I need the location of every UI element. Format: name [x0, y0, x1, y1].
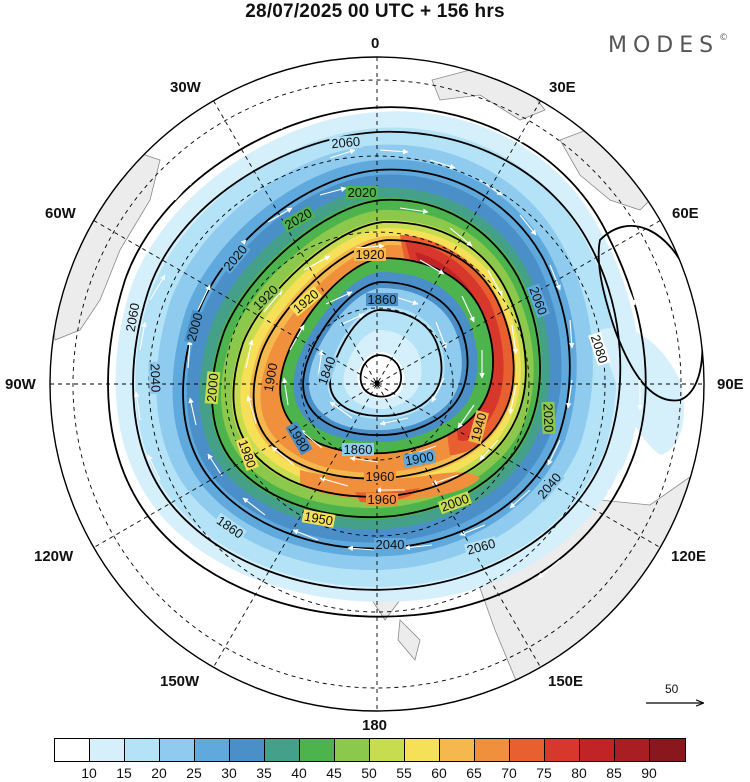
lon-label-60w: 60W — [45, 205, 76, 222]
colorbar-cell — [265, 739, 300, 761]
contour-label: 2000 — [204, 373, 221, 403]
lon-label-60e: 60E — [672, 205, 699, 222]
colorbar-label: 85 — [606, 765, 622, 781]
colorbar-label: 50 — [361, 765, 377, 781]
colorbar-label: 25 — [186, 765, 202, 781]
contour-label: 1900 — [261, 362, 281, 393]
colorbar-label: 40 — [291, 765, 307, 781]
map-title: 28/07/2025 00 UTC + 156 hrs — [245, 1, 505, 22]
lon-label-30w: 30W — [170, 79, 201, 96]
contour-label: 1950 — [303, 509, 334, 529]
lon-label-120w: 120W — [34, 548, 74, 565]
contour-label: 1960 — [368, 492, 397, 507]
colorbar-cell — [195, 739, 230, 761]
colorbar-cell — [405, 739, 440, 761]
colorbar-label: 55 — [396, 765, 412, 781]
lon-label-150w: 150W — [160, 673, 200, 690]
contour-label: 1960 — [366, 469, 395, 484]
contour-label: 1900 — [404, 449, 435, 469]
brand-logo: MODES© — [608, 33, 728, 58]
colorbar-cell — [545, 739, 580, 761]
colorbar-cell — [370, 739, 405, 761]
lon-label-120e: 120E — [671, 548, 707, 565]
pole-marker — [374, 380, 380, 386]
colorbar-label: 30 — [221, 765, 237, 781]
lon-label-90w: 90W — [5, 376, 36, 393]
contour-label: 2040 — [147, 363, 163, 392]
colorbar-label: 35 — [256, 765, 272, 781]
lon-label-0: 0 — [371, 35, 380, 52]
colorbar-label: 65 — [466, 765, 482, 781]
height-contours — [107, 106, 704, 618]
contour-label: 1940 — [468, 411, 490, 443]
colorbar-label: 45 — [326, 765, 342, 781]
contour-label: 2000 — [184, 311, 206, 343]
colorbar-label: 20 — [151, 765, 167, 781]
colorbar — [54, 738, 686, 762]
contour-label: 1860 — [344, 442, 373, 457]
graticule — [50, 57, 704, 711]
contour-label: 2060 — [331, 134, 361, 151]
colorbar-label: 15 — [116, 765, 132, 781]
contour-label: 1860 — [368, 292, 397, 307]
colorbar-cell — [440, 739, 475, 761]
colorbar-cell — [125, 739, 160, 761]
contour-label: 2040 — [376, 537, 405, 552]
colorbar-label: 90 — [641, 765, 657, 781]
contour-label: 1920 — [356, 247, 385, 262]
colorbar-label: 80 — [571, 765, 587, 781]
contour-label: 2020 — [348, 185, 377, 200]
wind-vectors — [133, 124, 643, 615]
colorbar-cell — [580, 739, 615, 761]
brand-mark: © — [719, 33, 729, 43]
colorbar-cell — [300, 739, 335, 761]
map-border — [49, 56, 705, 712]
colorbar-label: 10 — [81, 765, 97, 781]
lon-label-180: 180 — [362, 717, 388, 734]
colorbar-label: 60 — [431, 765, 447, 781]
colorbar-label: 70 — [501, 765, 517, 781]
lon-label-90e: 90E — [717, 376, 744, 393]
wind-reference-label: 50 — [665, 682, 679, 696]
colorbar-cell — [90, 739, 125, 761]
colorbar-cell — [230, 739, 265, 761]
contour-label: 2020 — [540, 403, 556, 432]
colorbar-cell — [510, 739, 545, 761]
lon-label-150e: 150E — [548, 673, 584, 690]
colorbar-cell — [160, 739, 195, 761]
brand-text: MODES — [608, 33, 720, 58]
colorbar-cell — [615, 739, 650, 761]
contour-label-group: 2060 2020 2020 2020 1920 1920 1920 1860 … — [123, 134, 611, 558]
colorbar-cell — [650, 739, 685, 761]
colorbar-cell — [335, 739, 370, 761]
colorbar-cell — [55, 739, 90, 761]
lon-label-30e: 30E — [549, 79, 576, 96]
contour-label: 2060 — [465, 536, 497, 558]
colorbar-cell — [475, 739, 510, 761]
contour-label: 2060 — [123, 302, 143, 333]
colorbar-label: 75 — [536, 765, 552, 781]
map-disk — [50, 57, 704, 711]
